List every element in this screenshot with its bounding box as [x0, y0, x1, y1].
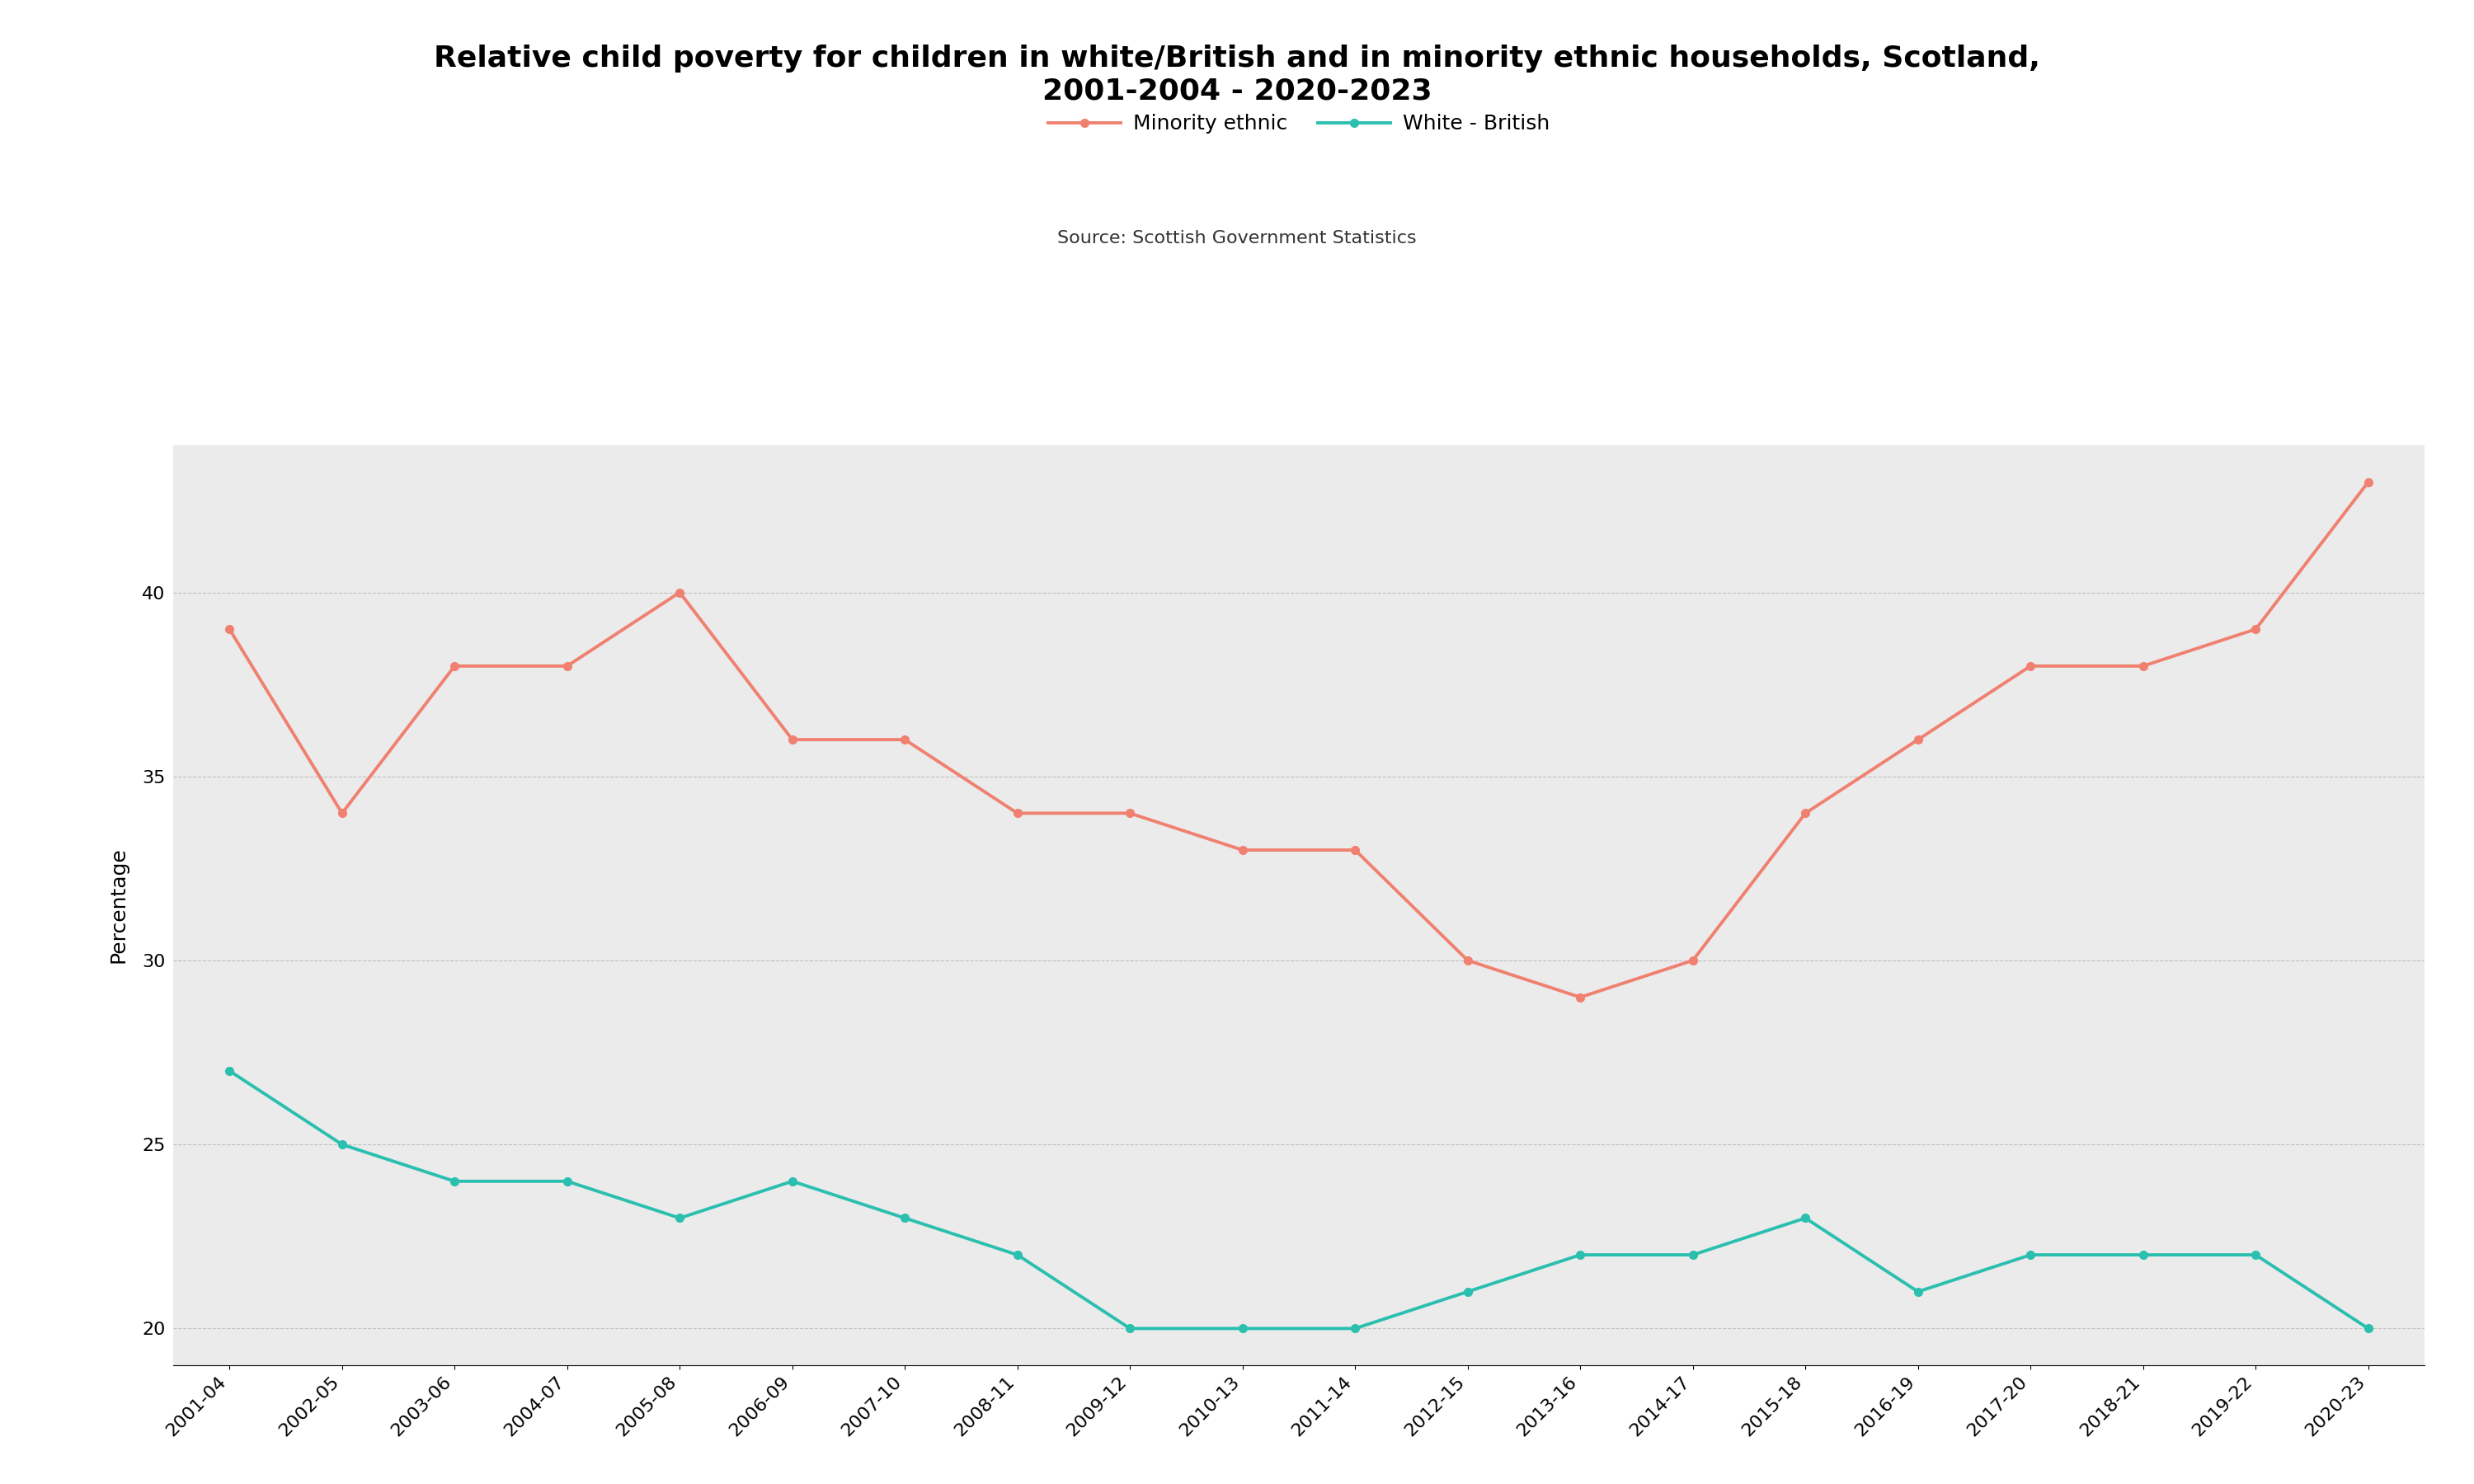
Minority ethnic — [2353, 473, 2382, 491]
Minority ethnic — [552, 657, 581, 675]
White - British — [327, 1135, 356, 1153]
White - British — [2016, 1247, 2046, 1264]
Minority ethnic — [1116, 804, 1145, 822]
Minority ethnic — [1791, 804, 1821, 822]
Minority ethnic — [1452, 951, 1482, 969]
Y-axis label: Percentage: Percentage — [109, 847, 129, 963]
Minority ethnic — [1566, 988, 1596, 1006]
Minority ethnic — [2128, 657, 2157, 675]
White - British — [1341, 1319, 1371, 1337]
White - British — [1791, 1209, 1821, 1227]
Legend: Minority ethnic, White - British: Minority ethnic, White - British — [1039, 105, 1559, 142]
Text: Relative child poverty for children in white/British and in minority ethnic hous: Relative child poverty for children in w… — [433, 45, 2041, 105]
White - British — [2353, 1319, 2382, 1337]
White - British — [891, 1209, 920, 1227]
Minority ethnic — [327, 804, 356, 822]
Minority ethnic — [1903, 730, 1932, 748]
White - British — [777, 1172, 807, 1190]
White - British — [440, 1172, 470, 1190]
Minority ethnic — [1227, 841, 1257, 859]
White - British — [1116, 1319, 1145, 1337]
Minority ethnic — [2016, 657, 2046, 675]
Line: Minority ethnic: Minority ethnic — [225, 478, 2373, 1002]
White - British — [666, 1209, 695, 1227]
Minority ethnic — [1677, 951, 1707, 969]
White - British — [1227, 1319, 1257, 1337]
Minority ethnic — [777, 730, 807, 748]
White - British — [1566, 1247, 1596, 1264]
Minority ethnic — [1002, 804, 1032, 822]
Minority ethnic — [215, 620, 245, 638]
Minority ethnic — [1341, 841, 1371, 859]
White - British — [1677, 1247, 1707, 1264]
Minority ethnic — [2241, 620, 2271, 638]
White - British — [1002, 1247, 1032, 1264]
White - British — [1452, 1282, 1482, 1300]
Minority ethnic — [891, 730, 920, 748]
White - British — [2128, 1247, 2157, 1264]
White - British — [2241, 1247, 2271, 1264]
White - British — [215, 1063, 245, 1080]
Text: Source: Scottish Government Statistics: Source: Scottish Government Statistics — [1056, 230, 1418, 246]
Minority ethnic — [440, 657, 470, 675]
Minority ethnic — [666, 583, 695, 601]
White - British — [1903, 1282, 1932, 1300]
White - British — [552, 1172, 581, 1190]
Line: White - British: White - British — [225, 1067, 2373, 1333]
